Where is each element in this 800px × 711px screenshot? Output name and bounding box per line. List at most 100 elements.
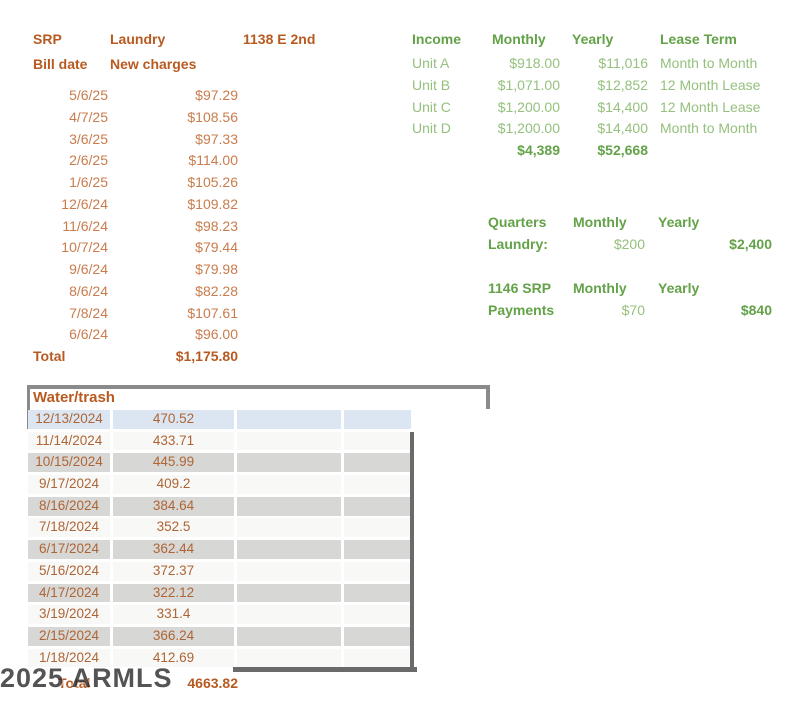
water-date: 6/17/2024 — [28, 540, 110, 559]
bill-amount: $97.33 — [195, 130, 238, 147]
quarters-label: Quarters — [488, 214, 547, 230]
bill-rows: 5/6/25 $97.29 4/7/25 $108.56 3/6/25 $97.33 2/6… — [28, 85, 240, 346]
water-amount: 322.12 — [113, 583, 234, 603]
water-empty-cell — [344, 583, 411, 603]
bill-date: 4/7/25 — [69, 108, 108, 125]
water-amount: 409.2 — [113, 475, 234, 494]
unit-lease-term: 12 Month Lease — [660, 98, 761, 115]
unit-lease-term: 12 Month Lease — [660, 76, 761, 93]
water-amount: 352.5 — [113, 518, 234, 538]
water-empty-cell — [344, 475, 411, 494]
water-amount: 372.37 — [113, 561, 234, 581]
unit-label: Unit B — [412, 76, 451, 93]
water-frame-top-border — [27, 385, 490, 389]
property-address: 1138 E 2nd — [243, 31, 316, 47]
payments-header-row: 1146 SRP Monthly Yearly — [488, 277, 778, 299]
water-empty-cell — [237, 626, 341, 646]
payments-yearly-value: $840 — [740, 302, 772, 318]
income-rows: Unit A $918.00 $11,016 Month to Month Unit B… — [412, 53, 792, 140]
bill-total-value: $1,175.80 — [175, 348, 238, 364]
water-empty-cell — [237, 453, 341, 473]
water-amount: 470.52 — [113, 410, 234, 429]
income-row: Unit C $1,200.00 $14,400 12 Month Lease — [412, 97, 792, 119]
income-total-yearly: $52,668 — [597, 142, 648, 158]
bill-amount: $96.00 — [195, 326, 238, 343]
bill-row: 4/7/25 $108.56 — [28, 107, 240, 129]
bill-amount: $108.56 — [187, 108, 238, 125]
unit-monthly: $1,200.00 — [497, 98, 560, 115]
water-empty-cell — [344, 648, 411, 668]
bill-date: 8/6/24 — [69, 282, 108, 299]
bill-date: 5/6/25 — [69, 87, 108, 103]
bill-date: 3/6/25 — [69, 130, 108, 147]
bill-date: 1/6/25 — [69, 174, 108, 190]
water-empty-cell — [237, 648, 341, 668]
unit-yearly: $14,400 — [597, 98, 648, 115]
water-date: 8/16/2024 — [28, 496, 110, 516]
payments-row-label: Payments — [488, 302, 555, 318]
water-date: 11/14/2024 — [28, 431, 110, 451]
water-empty-cell — [344, 518, 411, 538]
unit-lease-term: Month to Month — [660, 55, 758, 71]
quarters-yearly-header: Yearly — [658, 214, 700, 230]
income-header: Income — [412, 31, 462, 47]
water-trash-title: Water/trash — [33, 389, 115, 406]
bill-date: 9/6/24 — [69, 261, 108, 277]
srp-title: SRP — [33, 31, 62, 47]
bill-date: 7/8/24 — [69, 304, 108, 321]
water-date: 10/15/2024 — [28, 453, 110, 473]
water-date: 3/19/2024 — [28, 605, 110, 624]
water-row: 2/15/2024 366.24 — [28, 626, 411, 646]
unit-yearly: $11,016 — [598, 55, 648, 71]
payments-monthly-value: $70 — [621, 302, 645, 318]
unit-monthly: $918.00 — [509, 55, 560, 71]
yearly-header: Yearly — [572, 31, 614, 47]
water-date: 12/13/2024 — [28, 410, 110, 429]
laundry-monthly-value: $200 — [613, 236, 645, 252]
unit-label: Unit A — [412, 55, 450, 71]
bill-date-header: Bill date — [33, 56, 88, 72]
bill-row: 1/6/25 $105.26 — [28, 172, 240, 194]
water-empty-cell — [344, 453, 411, 473]
income-row: Unit B $1,071.00 $12,852 12 Month Lease — [412, 75, 792, 97]
water-amount: 412.69 — [113, 648, 234, 668]
water-amount: 433.71 — [113, 431, 234, 451]
bill-amount: $97.29 — [195, 87, 238, 103]
water-rows: 12/13/2024 470.52 11/14/2024 433.71 10/15/20… — [28, 410, 411, 668]
new-charges-header: New charges — [110, 56, 197, 72]
bill-date: 6/6/24 — [69, 326, 108, 343]
water-amount: 366.24 — [113, 626, 234, 646]
water-empty-cell — [237, 540, 341, 559]
water-amount: 362.44 — [113, 540, 234, 559]
water-empty-cell — [344, 410, 411, 429]
laundry-row-label: Laundry: — [488, 236, 548, 252]
water-empty-cell — [237, 518, 341, 538]
water-frame-left-border — [27, 385, 30, 429]
bill-row: 6/6/24 $96.00 — [28, 324, 240, 346]
unit-yearly: $14,400 — [597, 120, 648, 137]
armls-watermark: 2025 ARMLS — [0, 663, 173, 693]
water-total-label: Total — [58, 675, 91, 691]
water-empty-cell — [237, 561, 341, 581]
bill-amount: $114.00 — [188, 152, 238, 169]
water-amount: 331.4 — [113, 605, 234, 624]
water-total-value: 4663.82 — [187, 675, 238, 691]
bill-row: 11/6/24 $98.23 — [28, 216, 240, 238]
payments-data-row: Payments $70 $840 — [488, 299, 778, 321]
water-empty-cell — [344, 605, 411, 624]
water-row: 12/13/2024 470.52 — [28, 410, 411, 429]
bill-total-row: Total $1,175.80 — [28, 346, 240, 368]
unit-yearly: $12,852 — [597, 76, 648, 93]
water-amount: 445.99 — [113, 453, 234, 473]
income-total-row: $4,389 $52,668 — [412, 140, 792, 162]
water-empty-cell — [344, 561, 411, 581]
water-row: 11/14/2024 433.71 — [28, 431, 411, 451]
income-row: Unit D $1,200.00 $14,400 Month to Month — [412, 118, 792, 140]
water-empty-cell — [344, 626, 411, 646]
water-empty-cell — [237, 496, 341, 516]
income-total-monthly: $4,389 — [517, 142, 560, 158]
bill-amount: $82.28 — [195, 282, 238, 299]
water-date: 2/15/2024 — [28, 626, 110, 646]
bill-row: 8/6/24 $82.28 — [28, 281, 240, 303]
